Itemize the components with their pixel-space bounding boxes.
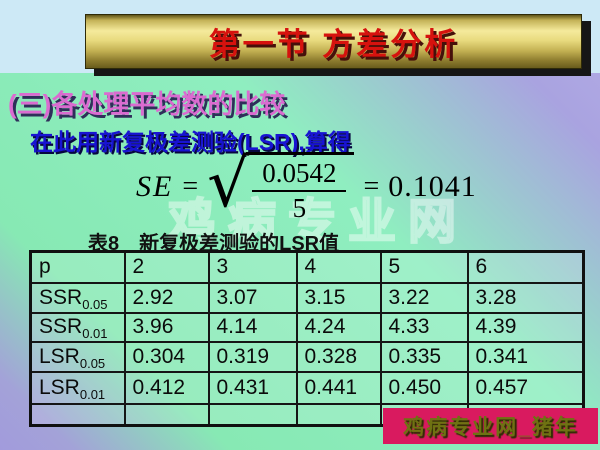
row-label: SSR0.01: [29, 311, 126, 343]
table-row-lsr001: LSR0.01 0.412 0.431 0.441 0.450 0.457: [29, 370, 585, 405]
formula-equals-2: =: [363, 171, 380, 203]
empty-cell: [207, 402, 298, 427]
row-label: SSR0.05: [29, 281, 126, 314]
page-title: 第一节 方差分析: [208, 27, 459, 62]
table-row-ssr005: SSR0.05 2.92 3.07 3.15 3.22 3.28: [29, 281, 585, 314]
table-cell: 4.33: [379, 311, 469, 343]
formula-equals-1: =: [182, 171, 199, 203]
empty-cell: [123, 402, 210, 427]
formula-result: 0.1041: [388, 170, 477, 204]
table-cell: 0.431: [207, 370, 298, 405]
site-logo-text: 鸡病专业网_猪年: [403, 416, 578, 439]
table-cell: 0.319: [207, 340, 298, 373]
table-cell: 0.328: [295, 340, 382, 373]
se-formula: SE = √ 0.0542 5 = 0.1041: [136, 145, 477, 224]
fraction-numerator: 0.0542: [252, 159, 347, 193]
table-cell: 0.304: [123, 340, 210, 373]
table-cell: 4.39: [466, 311, 585, 343]
section-heading: (三)各处理平均数的比较: [8, 89, 286, 119]
watermark-text: 鸡病专业网: [167, 195, 469, 250]
lsr-table: p 2 3 4 5 6 SSR0.05 2.92 3.07 3.15 3.22 …: [29, 250, 585, 427]
sqrt-expression: √ 0.0542 5: [207, 145, 355, 224]
row-label: LSR0.05: [29, 340, 126, 373]
table-cell: 0.441: [295, 370, 382, 405]
table-row-lsr005: LSR0.05 0.304 0.319 0.328 0.335 0.341: [29, 340, 585, 373]
table-cell: 3.96: [123, 311, 210, 343]
table-cell: 0.335: [379, 340, 469, 373]
header-cell: 3: [207, 250, 298, 284]
table-cell: 4.24: [295, 311, 382, 343]
title-banner: 第一节 方差分析: [85, 14, 582, 69]
empty-cell: [29, 402, 126, 427]
table-cell: 0.457: [466, 370, 585, 405]
table-row-ssr001: SSR0.01 3.96 4.14 4.24 4.33 4.39: [29, 311, 585, 343]
header-cell: 4: [295, 250, 382, 284]
table-cell: 3.28: [466, 281, 585, 314]
table-cell: 0.412: [123, 370, 210, 405]
header-cell: 2: [123, 250, 210, 284]
empty-cell: [295, 402, 382, 427]
table-cell: 0.341: [466, 340, 585, 373]
table-cell: 3.22: [379, 281, 469, 314]
formula-lhs: SE: [136, 170, 174, 204]
table-cell: 4.14: [207, 311, 298, 343]
header-cell: 5: [379, 250, 469, 284]
fraction-denominator: 5: [292, 193, 307, 224]
subheading: 在此用新复极差测验(LSR),算得: [30, 129, 351, 155]
table-header-row: p 2 3 4 5 6: [29, 250, 585, 284]
header-cell-p: p: [29, 250, 126, 284]
table-cell: 3.15: [295, 281, 382, 314]
header-cell: 6: [466, 250, 585, 284]
table-caption: 表8 新复极差测验的LSR值: [88, 233, 340, 255]
fraction: 0.0542 5: [252, 159, 347, 224]
table-cell: 3.07: [207, 281, 298, 314]
table-cell: 2.92: [123, 281, 210, 314]
site-logo-badge: 鸡病专业网_猪年: [383, 408, 598, 444]
sqrt-radicand: 0.0542 5: [246, 152, 355, 224]
row-label: LSR0.01: [29, 370, 126, 405]
table-cell: 0.450: [379, 370, 469, 405]
sqrt-radical-icon: √: [207, 145, 250, 222]
